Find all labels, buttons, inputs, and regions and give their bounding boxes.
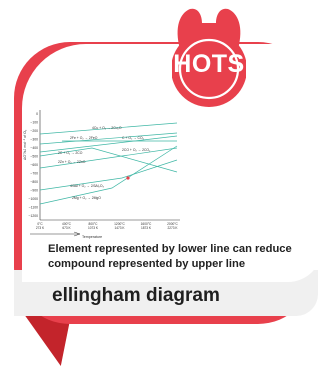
label-cu: 4Cu + O₂ → 2Cu₂O xyxy=(92,126,122,130)
label-c-co: 2C + O₂ → 2CO xyxy=(58,151,83,155)
y-tick-label: −1200 xyxy=(28,214,38,218)
hots-label: HOTS xyxy=(173,50,245,78)
cu-line xyxy=(39,122,178,135)
x-tick-label: 2000°C xyxy=(167,222,178,226)
y-tick-label: −1000 xyxy=(28,197,38,201)
y-tick-label: −600 xyxy=(30,163,38,167)
label-co-co2: 2CO + O₂ → 2CO₂ xyxy=(122,148,151,152)
label-c-co2: C + O₂ → CO₂ xyxy=(122,136,145,140)
x-tick-label: 0°C xyxy=(37,222,43,226)
label-mg: 2Mg + O₂ → 2MgO xyxy=(72,196,101,200)
x-tick-label: 1873 K xyxy=(141,226,152,230)
y-tick-label: −900 xyxy=(30,189,38,193)
y-tick-label: −200 xyxy=(30,129,38,133)
x-tick-label: 673 K xyxy=(62,226,71,230)
y-tick-label: −400 xyxy=(30,146,38,150)
intersection-point xyxy=(126,176,130,180)
hots-badge-icon xyxy=(172,8,246,107)
x-tick-label: 1073 K xyxy=(88,226,99,230)
ellingham-chart: 0 −100 −200 −300 −400 −500 −600 −700 −800 −900 −10… xyxy=(23,110,180,239)
y-tick-label: −1100 xyxy=(29,206,38,210)
y-axis-label: ΔG°/kJ mol⁻¹ of O₂ xyxy=(23,129,27,160)
key-statement: Element represented by lower line can re… xyxy=(48,243,292,270)
y-tick-labels: 0 −100 −200 −300 −400 −500 −600 −700 −800 −900 −10… xyxy=(28,112,38,218)
y-tick-label: 0 xyxy=(36,112,38,116)
x-tick-label: 1473 K xyxy=(114,226,125,230)
x-tick-label: 1600°C xyxy=(141,222,152,226)
y-tick-label: −800 xyxy=(30,180,38,184)
label-al: 4/3Al + O₂ → 2/3Al₂O₃ xyxy=(70,184,105,188)
x-tick-label: 800°C xyxy=(89,222,99,226)
reaction-labels: 4Cu + O₂ → 2Cu₂O 2Fe + O₂ → 2FeO C + O₂ … xyxy=(58,126,151,200)
y-tick-label: −700 xyxy=(30,172,38,176)
y-tick-label: −300 xyxy=(30,138,38,142)
x-tick-label: 273 K xyxy=(36,226,45,230)
label-fe: 2Fe + O₂ → 2FeO xyxy=(70,136,98,140)
reaction-lines xyxy=(39,122,178,205)
co-co2-line xyxy=(39,135,178,153)
x-tick-label: 1200°C xyxy=(114,222,125,226)
x-tick-label: 2273 K xyxy=(167,226,178,230)
label-zn: 2Zn + O₂ → 2ZnO xyxy=(58,160,86,164)
c-co-line xyxy=(39,147,178,169)
mg-line xyxy=(39,145,178,205)
x-axis-arrow xyxy=(30,231,81,237)
y-tick-label: −100 xyxy=(30,121,38,125)
x-axis-label: Temperature xyxy=(82,235,102,239)
al-line xyxy=(39,159,178,191)
x-tick-label: 400°C xyxy=(62,222,72,226)
caption-title: ellingham diagram xyxy=(52,285,220,306)
fe-line xyxy=(39,132,178,145)
y-tick-label: −500 xyxy=(30,155,38,159)
